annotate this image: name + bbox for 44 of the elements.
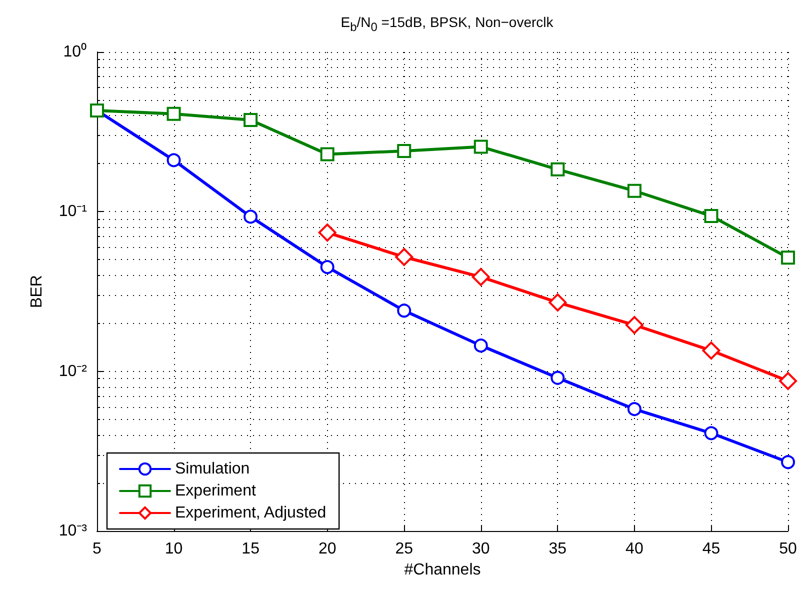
- point: [166, 153, 181, 168]
- y-tick-label: 10⁻¹: [58, 203, 87, 220]
- y-tick-label: 10⁻³: [58, 522, 88, 540]
- point: [474, 140, 488, 154]
- x-tick-label: 50: [779, 540, 797, 558]
- point: [320, 147, 334, 162]
- point: [550, 162, 565, 176]
- point: [781, 250, 795, 265]
- x-tick-label: 5: [92, 540, 102, 558]
- y-tick-label: 10⁻²: [58, 362, 88, 380]
- y-axis-title: BER: [28, 275, 46, 308]
- x-tick-label: 45: [702, 540, 720, 558]
- point: [548, 293, 567, 312]
- point: [395, 248, 414, 266]
- x-tick-label: 30: [472, 540, 490, 558]
- legend-label: Simulation: [175, 460, 250, 478]
- point: [166, 106, 181, 121]
- x-axis-title: #Channels: [404, 561, 481, 578]
- point: [627, 184, 642, 198]
- point: [625, 316, 644, 334]
- x-tick-label: 40: [626, 540, 644, 558]
- point: [397, 144, 412, 158]
- point: [781, 455, 795, 470]
- point: [702, 342, 720, 360]
- point: [472, 268, 490, 286]
- x-tick-label: 20: [318, 540, 336, 558]
- x-tick-label: 10: [164, 540, 183, 558]
- y-tick-label: 10⁰: [63, 42, 87, 60]
- point: [244, 113, 258, 128]
- point: [244, 210, 258, 224]
- point: [704, 426, 718, 440]
- point: [320, 260, 334, 274]
- x-tick-label: 25: [395, 540, 414, 558]
- point: [550, 370, 565, 385]
- x-tick-label: 35: [548, 540, 567, 558]
- point: [474, 338, 488, 353]
- point: [627, 402, 642, 416]
- point: [397, 304, 412, 318]
- point: [779, 372, 797, 390]
- point: [704, 208, 718, 223]
- x-tick-label: 15: [242, 540, 260, 558]
- legend-label: Experiment: [175, 482, 256, 500]
- point: [318, 224, 336, 242]
- legend-label: Experiment, Adjusted: [175, 504, 326, 522]
